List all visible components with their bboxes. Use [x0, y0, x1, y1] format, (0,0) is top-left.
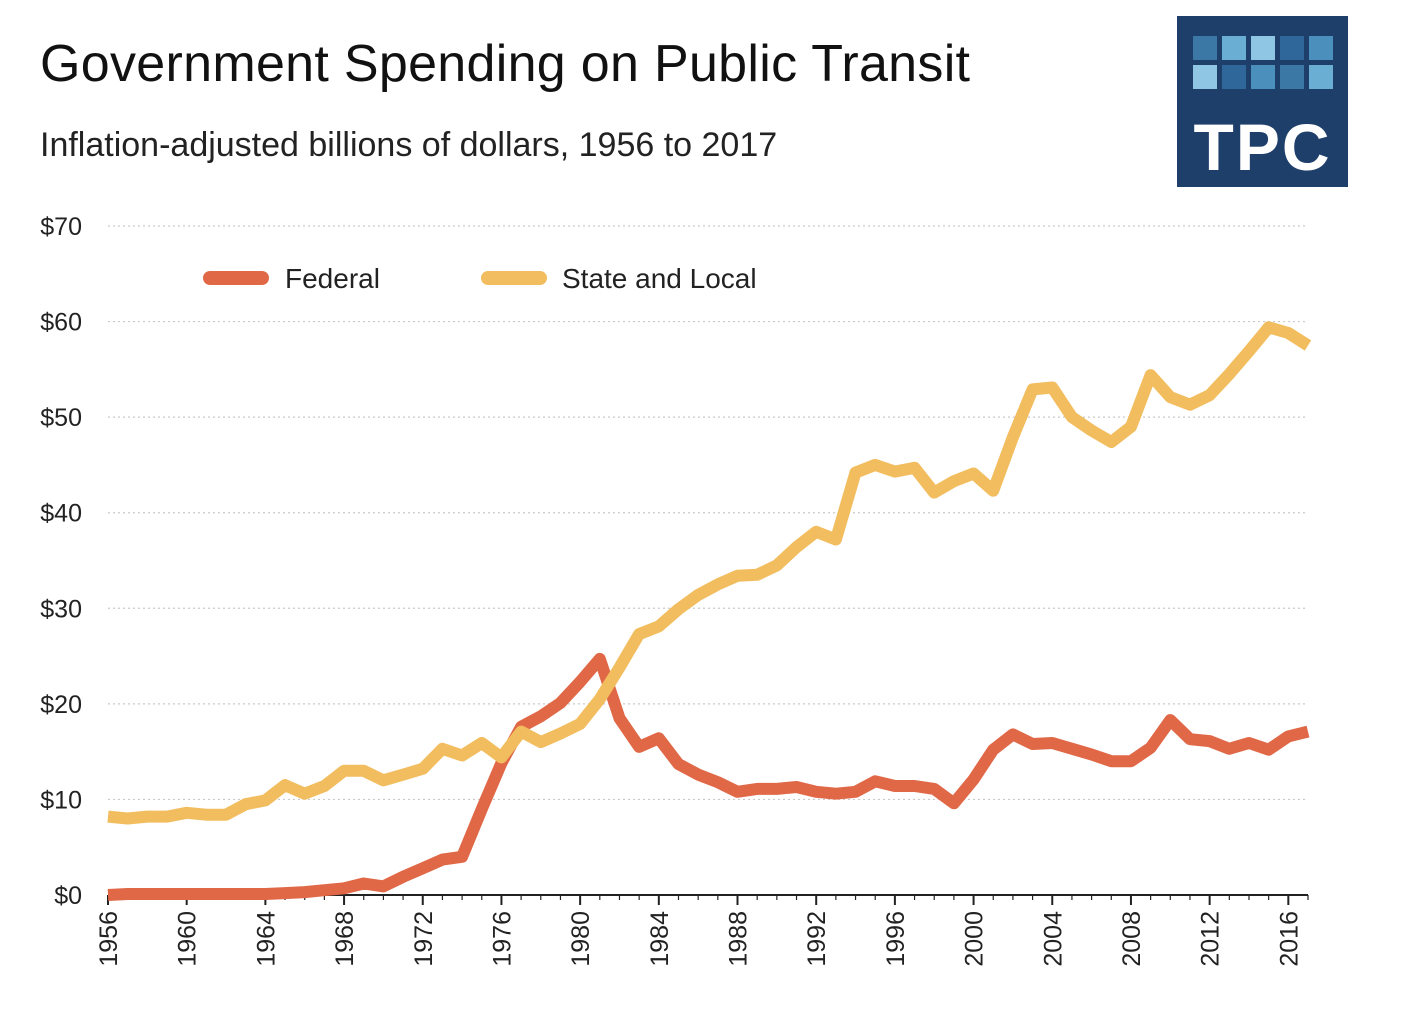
- x-tick-label: 2004: [1039, 911, 1067, 967]
- y-tick-label: $70: [40, 213, 82, 241]
- logo-tile: [1222, 65, 1246, 89]
- tpc-logo: TPC: [1177, 16, 1348, 187]
- x-tick-label: 1964: [252, 911, 280, 967]
- chart-title: Government Spending on Public Transit: [40, 35, 971, 93]
- x-tick-label: 1984: [646, 911, 674, 967]
- x-tick-label: 1980: [567, 911, 595, 967]
- logo-tile: [1193, 65, 1217, 89]
- x-tick-label: 1992: [803, 911, 831, 967]
- legend-label: Federal: [285, 263, 380, 294]
- x-tick-label: 1996: [882, 911, 910, 967]
- series-line-federal: [107, 652, 1310, 901]
- x-tick-label: 2000: [961, 911, 989, 967]
- legend-label: State and Local: [562, 263, 757, 294]
- y-tick-label: $20: [40, 691, 82, 719]
- x-tick-label: 2016: [1275, 911, 1303, 967]
- logo-text: TPC: [1193, 110, 1332, 184]
- y-tick-label: $40: [40, 500, 82, 528]
- x-tick-label: 2012: [1197, 911, 1225, 967]
- y-tick-label: $60: [40, 309, 82, 337]
- y-tick-label: $30: [40, 595, 82, 623]
- x-tick-label: 1960: [174, 911, 202, 967]
- chart-subtitle: Inflation-adjusted billions of dollars, …: [40, 126, 778, 164]
- series-line-state-and-local: [107, 321, 1312, 825]
- x-tick-label: 1988: [725, 911, 753, 967]
- x-axis: 1956 1960 1964 1968 1972 1976 1980 1984 1988 1992…: [95, 894, 1309, 967]
- logo-tile: [1280, 36, 1304, 60]
- y-axis-ticks: $0 $10 $20 $30 $40 $50 $60 $70: [40, 213, 82, 910]
- logo-tile: [1309, 36, 1333, 60]
- x-tick-label: 1956: [95, 911, 123, 967]
- logo-tile: [1251, 65, 1275, 89]
- logo-tile: [1251, 36, 1275, 60]
- logo-tile: [1193, 36, 1217, 60]
- series-lines: [107, 321, 1312, 901]
- logo-tile: [1222, 36, 1246, 60]
- y-tick-label: $50: [40, 404, 82, 432]
- x-tick-label: 1976: [488, 911, 516, 967]
- x-tick-label: 2008: [1118, 911, 1146, 967]
- y-tick-label: $10: [40, 786, 82, 814]
- x-tick-label: 1972: [410, 911, 438, 967]
- x-tick-label: 1968: [331, 911, 359, 967]
- logo-tile: [1309, 65, 1333, 89]
- gridlines: [108, 225, 1308, 801]
- logo-tile: [1280, 65, 1304, 89]
- legend: Federal State and Local: [203, 263, 757, 294]
- y-tick-label: $0: [54, 882, 82, 910]
